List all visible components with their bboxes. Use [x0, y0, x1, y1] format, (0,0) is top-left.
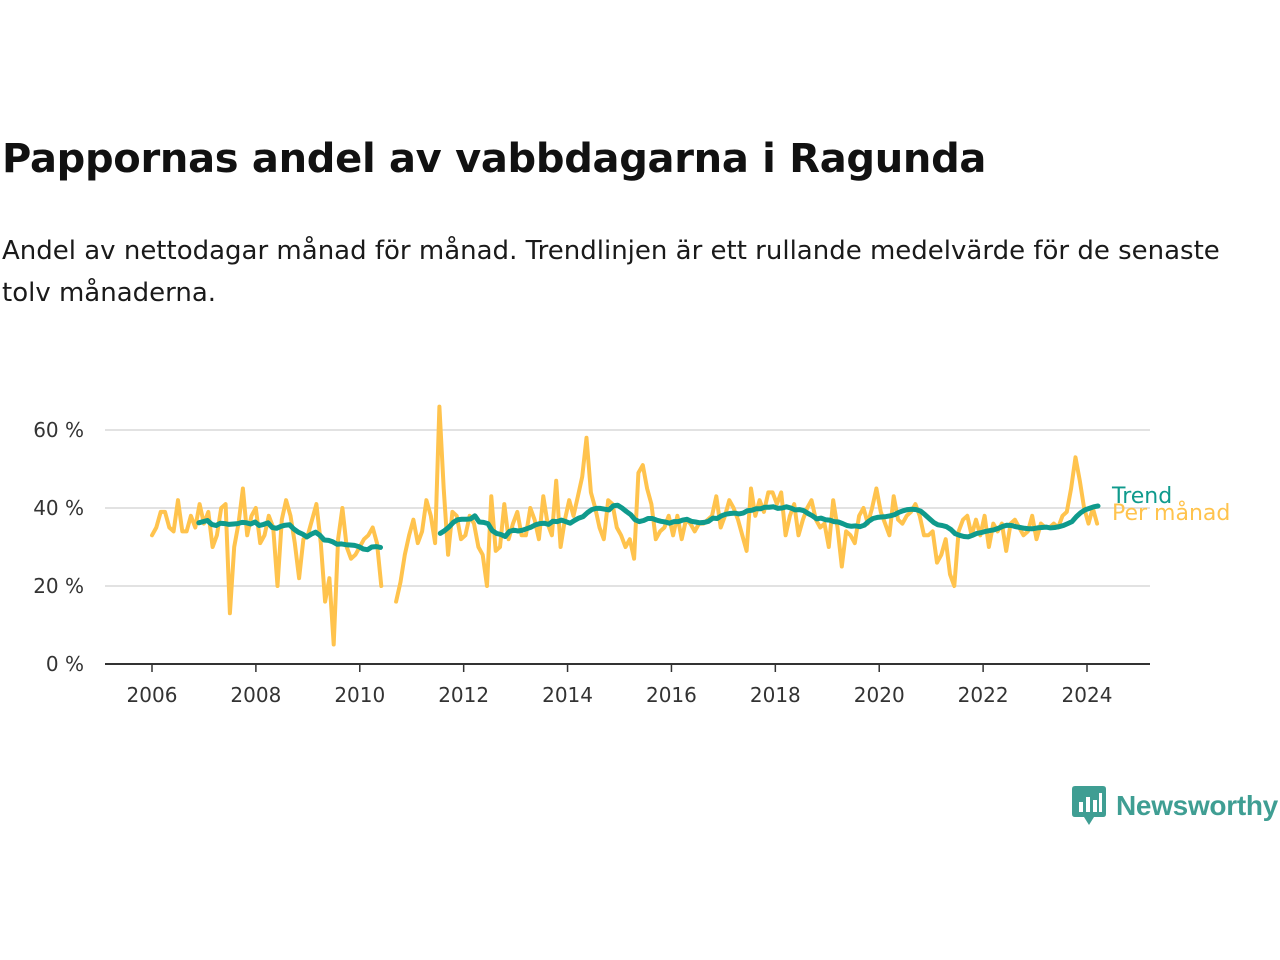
y-tick-label: 0 %: [46, 652, 84, 676]
newsworthy-logo: Newsworthy: [1072, 786, 1278, 826]
newsworthy-logo-icon: [1072, 786, 1106, 825]
x-tick-label: 2010: [334, 683, 385, 707]
y-axis-labels: 0 % 20 % 40 % 60 %: [33, 418, 84, 676]
x-tick-label: 2008: [230, 683, 281, 707]
x-tick-label: 2018: [750, 683, 801, 707]
x-tick-label: 2020: [854, 683, 905, 707]
newsworthy-logo-text: Newsworthy: [1116, 790, 1278, 821]
per-manad-line-segment-1: [150, 486, 384, 647]
x-tick-label: 2014: [542, 683, 593, 707]
gridlines: [105, 429, 1150, 587]
trend-line-segment-2: [437, 502, 1101, 540]
series-lines: [150, 404, 1101, 647]
per-manad-line-segment-2: [394, 404, 1100, 604]
x-axis: 2006 2008 2010 2012 2014 2016 2018 2020 2022 2024: [105, 663, 1150, 707]
trend-line-segment-1: [196, 518, 383, 553]
y-tick-label: 40 %: [33, 496, 84, 520]
y-tick-label: 60 %: [33, 418, 84, 442]
chart-subtitle: Andel av nettodagar månad för månad. Tre…: [2, 236, 1220, 308]
y-tick-label: 20 %: [33, 574, 84, 598]
x-tick-label: 2022: [958, 683, 1009, 707]
line-chart: 0 % 20 % 40 % 60 % 2006 2008 2010 2012 2014 2016…: [33, 404, 1230, 707]
x-tick-label: 2012: [438, 683, 489, 707]
x-tick-label: 2006: [127, 683, 178, 707]
x-tick-label: 2024: [1062, 683, 1113, 707]
series-label-trend: Trend: [1111, 484, 1172, 509]
series-trend: [196, 502, 1101, 553]
x-tick-label: 2016: [646, 683, 697, 707]
series-label-per-manad: Per månad: [1112, 500, 1230, 526]
chart-title: Pappornas andel av vabbdagarna i Ragunda: [2, 136, 987, 182]
